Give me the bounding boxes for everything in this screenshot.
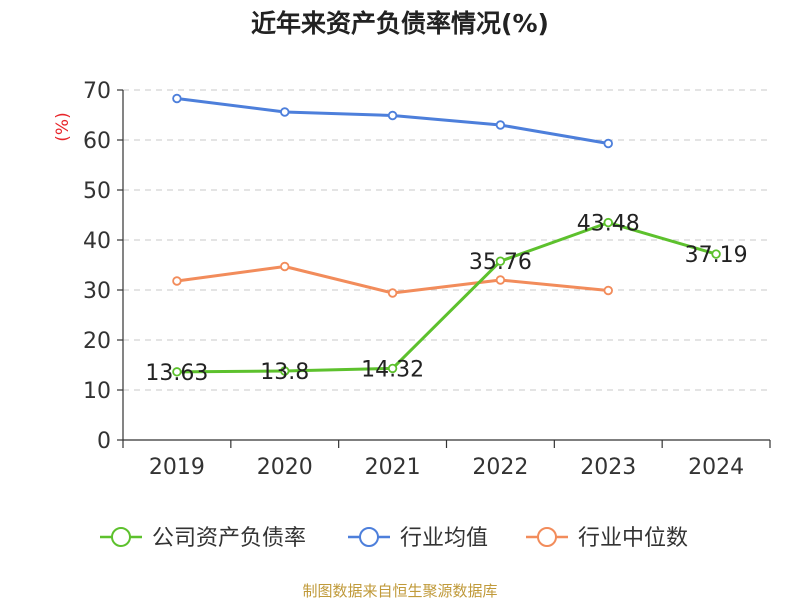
legend: 公司资产负债率 行业均值 行业中位数 [100,526,688,551]
data-label: 35.76 [469,250,532,275]
axes [117,89,771,448]
data-point [495,256,506,266]
series-line [176,221,717,374]
data-point [603,138,613,149]
data-point [172,367,182,377]
y-tick-label: 40 [83,229,111,254]
x-tick-label: 2022 [472,455,528,480]
x-tick-label: 2019 [149,455,205,480]
legend-label: 行业中位数 [578,526,688,551]
legend-label: 公司资产负债率 [152,526,306,551]
x-tick-label: 2020 [257,455,313,480]
y-tick-label: 50 [83,179,111,204]
chart-title: 近年来资产负债率情况(%) [251,9,549,38]
y-tick-label: 70 [83,79,111,104]
data-point [711,249,721,259]
data-point [172,93,182,104]
source-note: 制图数据来自恒生聚源数据库 [302,582,497,600]
data-label: 13.63 [145,361,208,386]
y-tick-label: 60 [83,129,111,154]
data-point [280,261,290,272]
x-tick-label: 2024 [688,455,744,480]
y-tick-labels: 0 10 20 30 40 50 60 70 [83,79,111,454]
data-label: 43.48 [577,212,640,237]
gridlines [123,89,770,391]
data-point [603,285,613,296]
x-tick-labels: 2019 2020 2021 2022 2023 2024 [149,455,744,480]
data-point [172,276,182,286]
data-point [495,120,506,130]
series [172,93,721,377]
y-tick-label: 30 [83,279,111,304]
data-point [387,110,398,121]
y-tick-label: 0 [97,429,111,454]
data-label: 14.32 [361,357,424,382]
data-point [280,107,290,117]
x-tick-label: 2023 [580,455,636,480]
legend-marker [111,527,131,547]
y-axis-label: (%) [53,112,73,141]
legend-marker [359,527,379,547]
y-tick-label: 10 [83,379,111,404]
data-point [387,363,398,374]
x-tick-label: 2021 [365,455,421,480]
data-point [387,288,398,298]
legend-label: 行业均值 [400,526,488,551]
data-point [280,366,290,376]
series-line [176,97,609,145]
data-point [603,217,613,228]
data-label: 37.19 [685,243,748,268]
legend-marker [537,527,557,547]
data-labels: 13.63 13.8 14.32 35.76 43.48 37.19 [145,212,747,386]
y-tick-label: 20 [83,329,111,354]
data-point [495,275,506,285]
data-label: 13.8 [260,360,309,385]
